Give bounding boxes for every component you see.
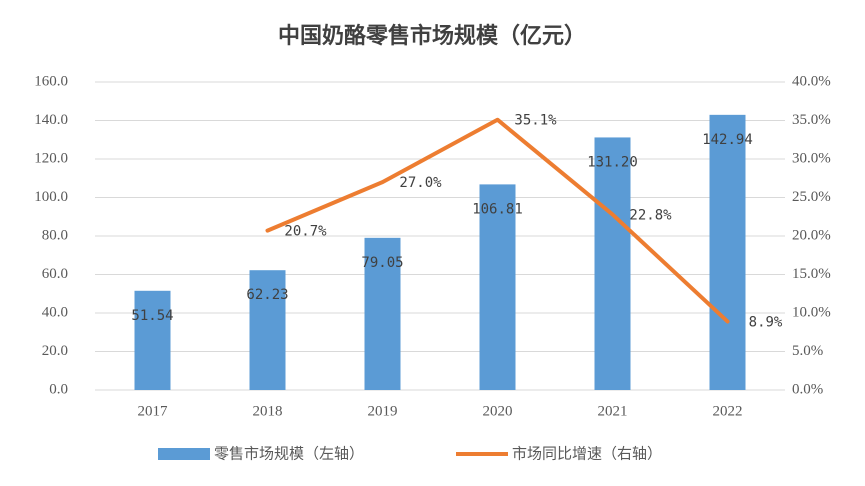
bar-label: 142.94: [702, 132, 753, 148]
bar: [364, 237, 401, 390]
bar-label: 106.81: [472, 201, 523, 217]
x-tick-label: 2022: [713, 403, 743, 419]
line-label: 27.0%: [399, 175, 442, 191]
y-tick-label: 40.0: [42, 304, 68, 320]
y-tick-label: 80.0: [42, 227, 68, 243]
bar: [594, 137, 631, 390]
y-tick-label: 20.0: [42, 343, 68, 359]
bar-label: 62.23: [246, 287, 288, 303]
legend-swatch: [158, 448, 210, 460]
y2-tick-label: 0.0%: [792, 381, 823, 397]
line-label: 20.7%: [284, 224, 327, 240]
line: [265, 117, 730, 324]
line-label: 8.9%: [749, 314, 783, 330]
y-tick-label: 60.0: [42, 266, 68, 282]
y2-tick-label: 5.0%: [792, 343, 823, 359]
x-tick-label: 2020: [483, 403, 513, 419]
x-tick-label: 2018: [253, 403, 283, 419]
bar: [479, 184, 516, 390]
y2-tick-label: 15.0%: [792, 266, 831, 282]
y2-tick-label: 10.0%: [792, 304, 831, 320]
line-label: 35.1%: [514, 113, 557, 129]
y2-tick-label: 30.0%: [792, 150, 831, 166]
y-tick-label: 0.0: [49, 381, 68, 397]
bar: [249, 270, 286, 390]
bar-label: 79.05: [361, 255, 403, 271]
legend-label: 零售市场规模（左轴）: [214, 445, 364, 462]
x-tick-label: 2021: [598, 403, 628, 419]
y2-tick-label: 25.0%: [792, 189, 831, 205]
y2-tick-label: 20.0%: [792, 227, 831, 243]
line-label: 22.8%: [629, 207, 672, 223]
bar-label: 51.54: [131, 308, 173, 324]
x-tick-label: 2019: [368, 403, 398, 419]
y-tick-label: 140.0: [34, 112, 68, 128]
bar-label: 131.20: [587, 154, 638, 170]
bar: [709, 114, 746, 390]
chart-title: 中国奶酪零售市场规模（亿元）: [278, 23, 586, 48]
bar: [134, 290, 171, 390]
y-tick-label: 120.0: [34, 150, 68, 166]
x-tick-label: 2017: [138, 403, 169, 419]
legend-label: 市场同比增速（右轴）: [512, 445, 662, 462]
y2-tick-label: 40.0%: [792, 73, 831, 89]
y-tick-label: 100.0: [34, 189, 68, 205]
y-tick-label: 160.0: [34, 73, 68, 89]
y2-tick-label: 35.0%: [792, 112, 831, 128]
